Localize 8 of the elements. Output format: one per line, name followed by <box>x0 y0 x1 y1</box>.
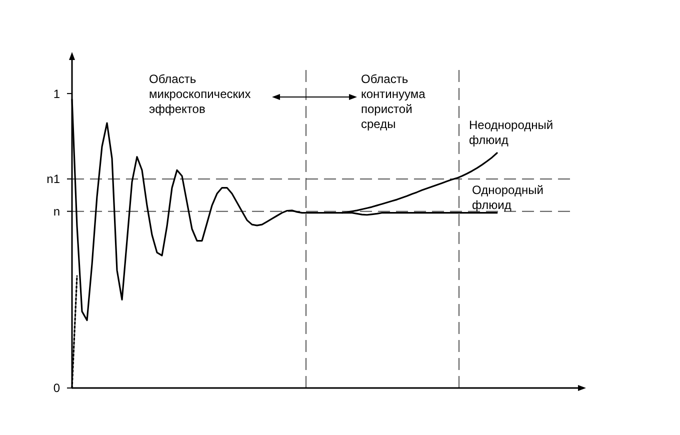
annotation: Область континуума пористой среды <box>361 72 426 131</box>
y-tick-label: n <box>53 204 60 219</box>
y-tick-label: 1 <box>53 86 60 101</box>
y-tick-label: n1 <box>46 172 60 186</box>
annotation: Область микроскопических эффектов <box>149 72 251 116</box>
series-label: Однородный флюид <box>472 182 544 212</box>
series-label: Неоднородный флюид <box>469 118 554 148</box>
y-tick-label: 0 <box>53 381 60 396</box>
